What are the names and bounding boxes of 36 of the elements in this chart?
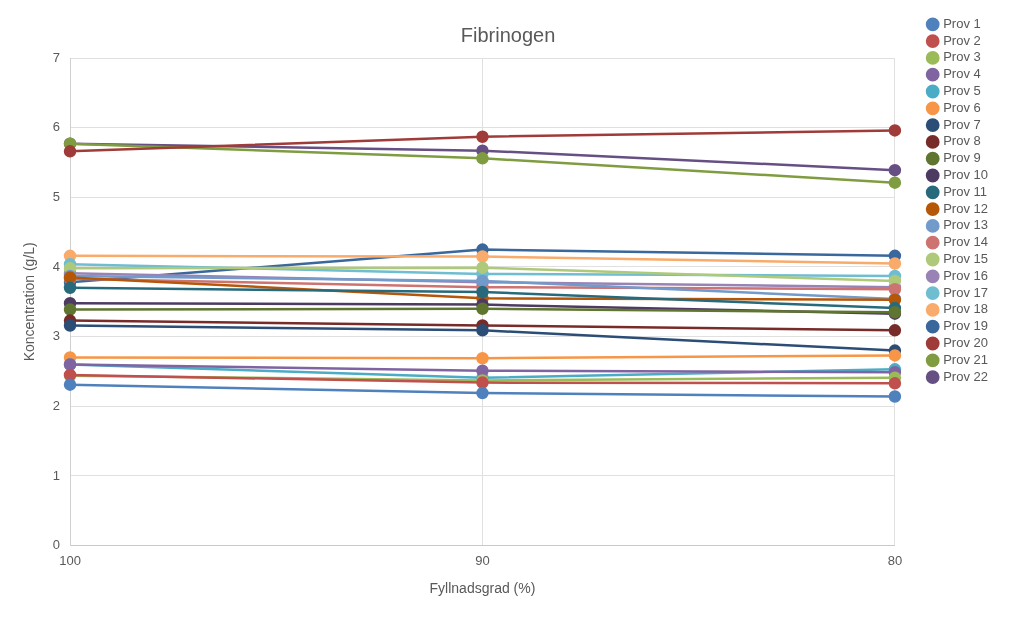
legend-label: Prov 7 <box>943 116 981 132</box>
legend-label: Prov 19 <box>943 318 989 334</box>
y-tick-label: 0 <box>52 537 61 553</box>
legend-label: Prov 17 <box>943 284 989 300</box>
legend-label: Prov 4 <box>943 66 981 82</box>
legend-label: Prov 21 <box>943 351 989 367</box>
y-tick-label: 4 <box>52 258 61 274</box>
x-tick-label: 80 <box>887 552 903 568</box>
y-tick-label: 3 <box>52 328 61 344</box>
y-tick-label: 7 <box>52 49 61 65</box>
x-axis-title: Fyllnadsgrad (%) <box>429 580 536 597</box>
legend-label: Prov 12 <box>943 200 989 216</box>
legend-label: Prov 10 <box>943 167 989 183</box>
chart-title: Fibrinogen <box>460 23 556 46</box>
legend-label: Prov 18 <box>943 301 989 317</box>
y-tick-label: 1 <box>52 467 61 483</box>
legend-label: Prov 15 <box>943 251 989 267</box>
legend-label: Prov 8 <box>943 133 981 149</box>
x-tick-label: 100 <box>59 552 81 568</box>
legend-label: Prov 13 <box>943 217 989 233</box>
legend-label: Prov 11 <box>943 183 988 199</box>
legend-label: Prov 9 <box>943 150 981 166</box>
legend-label: Prov 6 <box>943 99 981 115</box>
legend-label: Prov 2 <box>943 32 981 48</box>
legend-label: Prov 20 <box>943 335 989 351</box>
y-tick-label: 2 <box>52 397 61 413</box>
x-tick-label: 90 <box>475 552 490 568</box>
legend-label: Prov 5 <box>943 83 981 99</box>
y-axis-title: Koncentration (g/L) <box>21 242 38 362</box>
y-tick-label: 5 <box>52 188 61 204</box>
legend-label: Prov 3 <box>943 49 981 65</box>
y-tick-label: 6 <box>52 119 61 135</box>
legend-label: Prov 14 <box>943 234 989 250</box>
legend-label: Prov 22 <box>943 368 989 384</box>
legend-label: Prov 1 <box>943 15 981 31</box>
legend-label: Prov 16 <box>943 267 989 283</box>
